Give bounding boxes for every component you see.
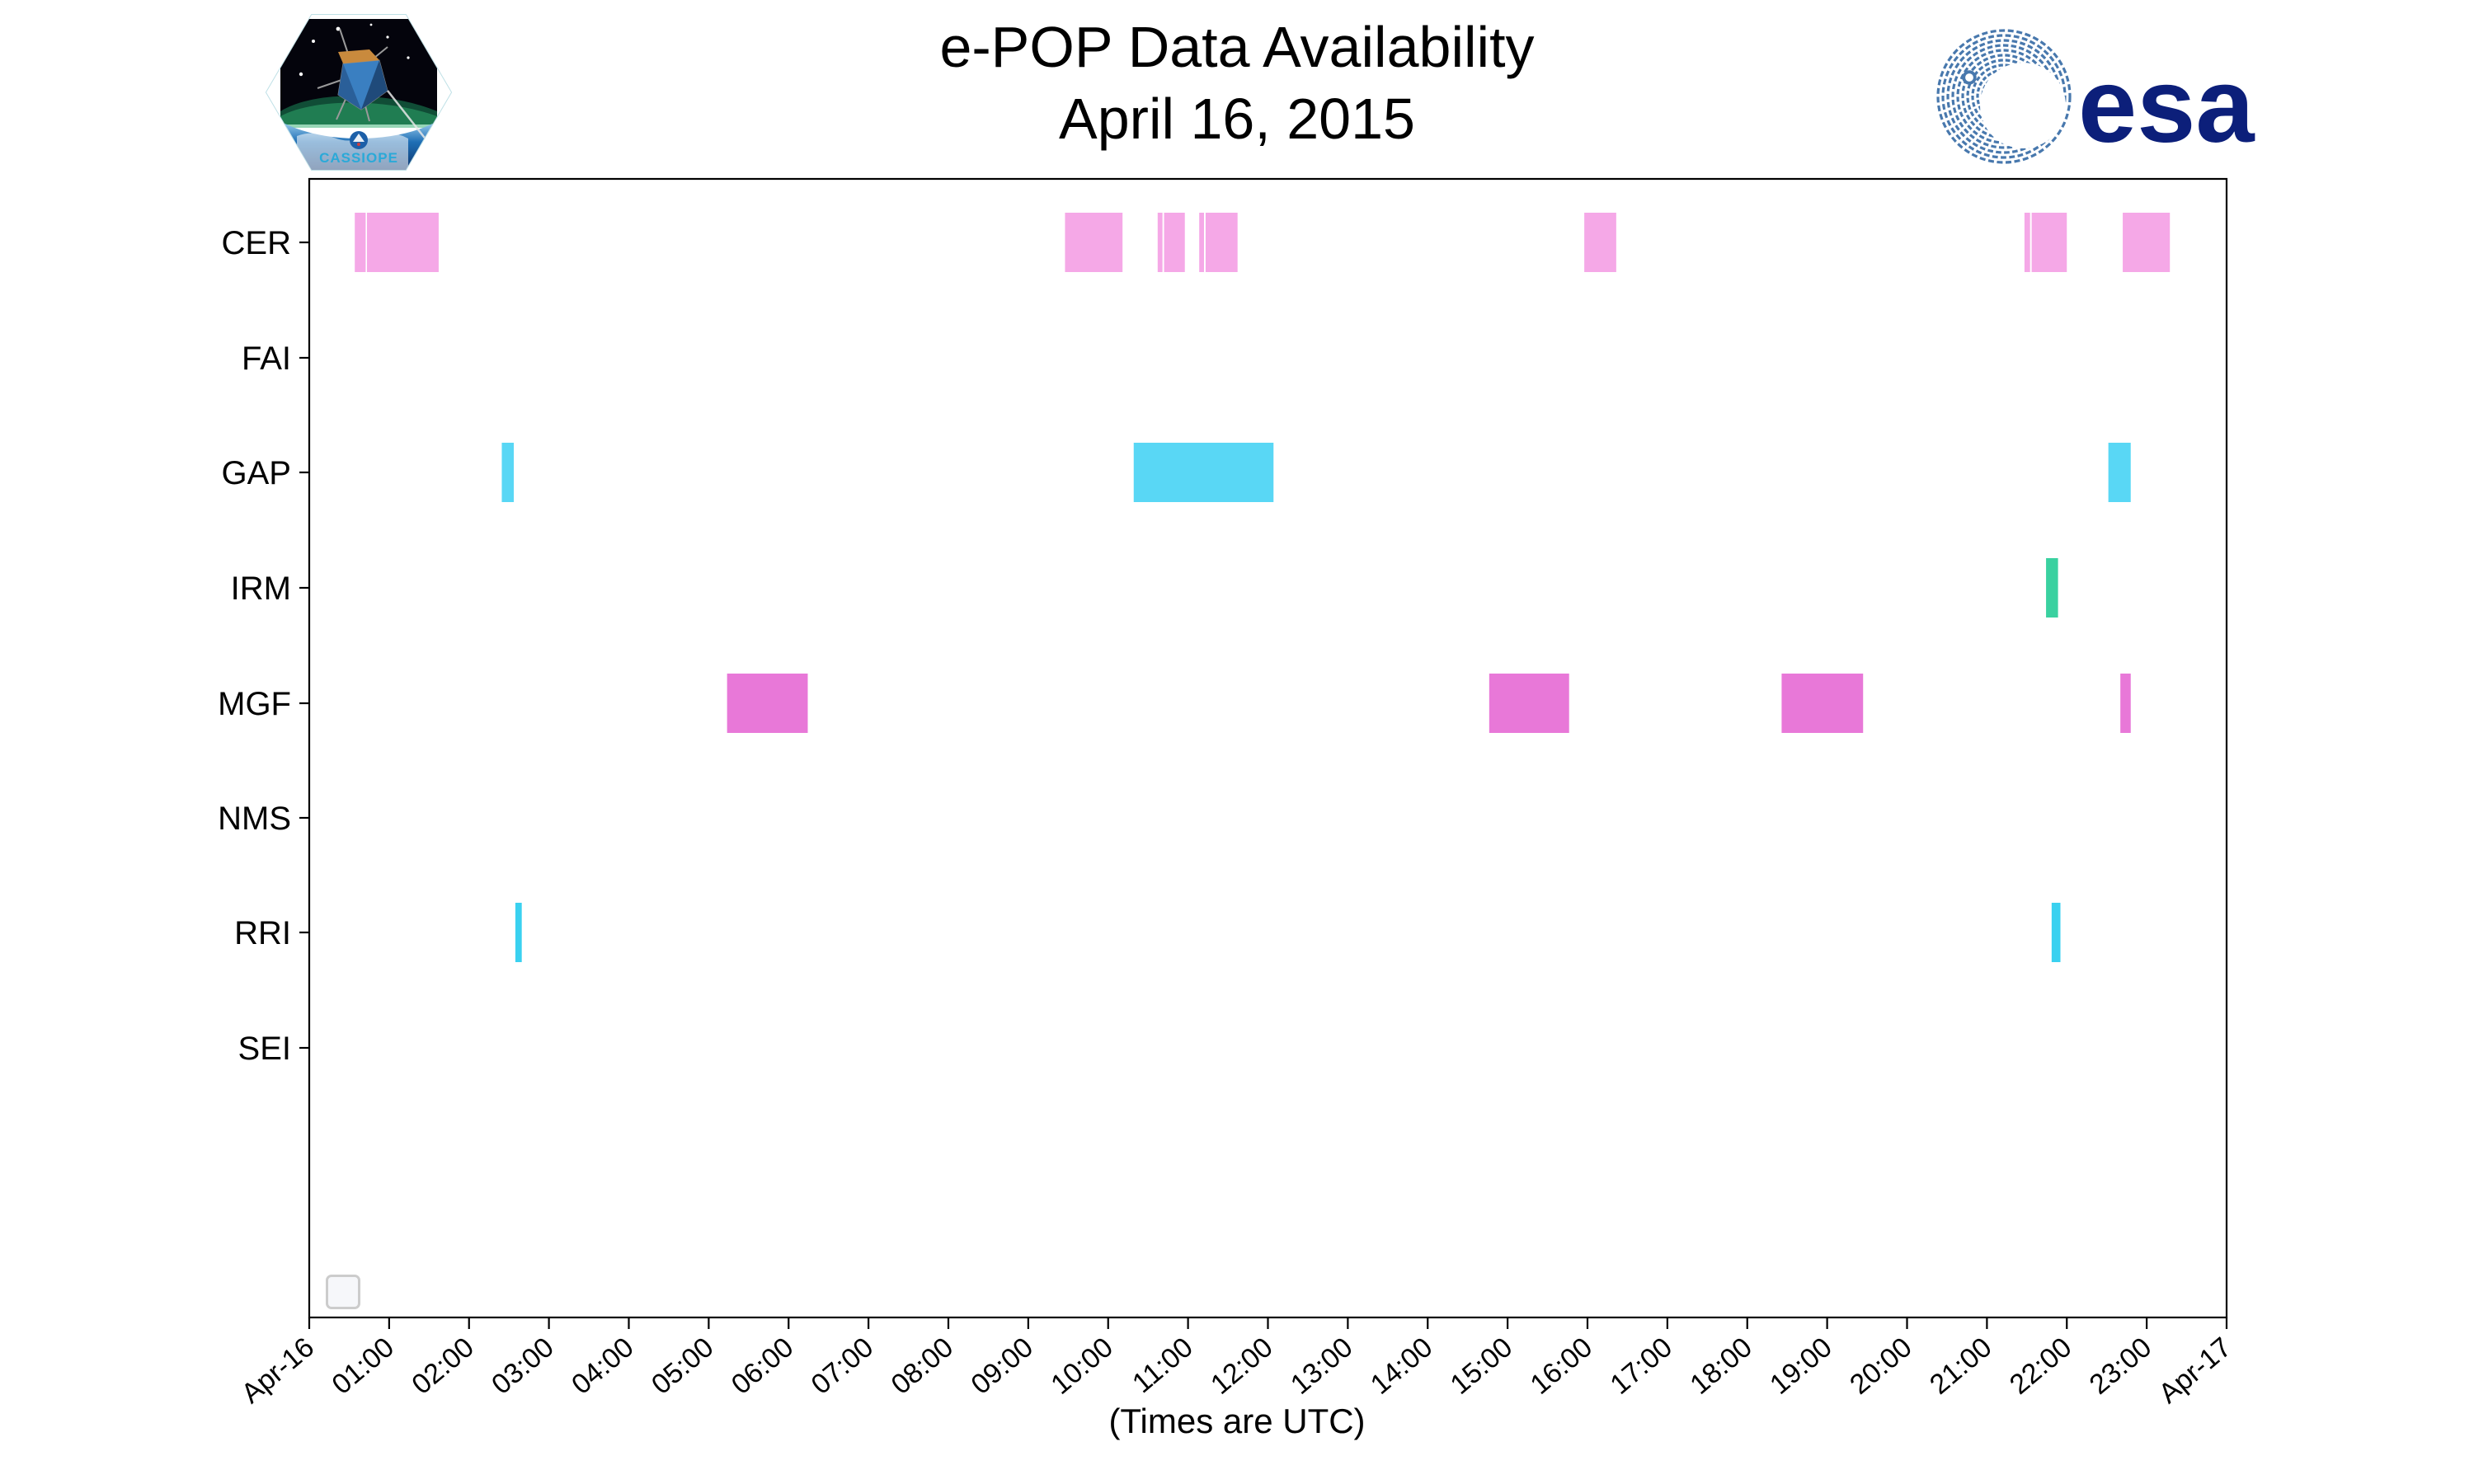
svg-text:14:00: 14:00 <box>1365 1331 1439 1401</box>
svg-text:17:00: 17:00 <box>1604 1331 1678 1401</box>
svg-text:01:00: 01:00 <box>326 1331 400 1401</box>
svg-text:06:00: 06:00 <box>726 1331 800 1401</box>
svg-text:21:00: 21:00 <box>1924 1331 1998 1401</box>
svg-text:10:00: 10:00 <box>1045 1331 1119 1401</box>
svg-text:RRI: RRI <box>234 915 291 951</box>
svg-text:SEI: SEI <box>238 1031 291 1067</box>
svg-text:20:00: 20:00 <box>1844 1331 1918 1401</box>
svg-text:IRM: IRM <box>231 571 291 607</box>
svg-text:03:00: 03:00 <box>486 1331 560 1401</box>
svg-text:16:00: 16:00 <box>1525 1331 1599 1401</box>
svg-text:NMS: NMS <box>218 801 291 837</box>
svg-text:23:00: 23:00 <box>2084 1331 2158 1401</box>
svg-text:MGF: MGF <box>218 686 291 722</box>
svg-text:09:00: 09:00 <box>965 1331 1039 1401</box>
svg-text:FAI: FAI <box>242 340 291 377</box>
svg-text:Apr-17: Apr-17 <box>2153 1331 2238 1410</box>
svg-text:07:00: 07:00 <box>806 1331 880 1401</box>
svg-text:12:00: 12:00 <box>1205 1331 1279 1401</box>
svg-text:Apr-16: Apr-16 <box>236 1331 321 1410</box>
svg-text:04:00: 04:00 <box>566 1331 640 1401</box>
svg-text:CER: CER <box>222 225 291 261</box>
svg-text:05:00: 05:00 <box>646 1331 720 1401</box>
svg-text:GAP: GAP <box>222 455 291 491</box>
svg-text:19:00: 19:00 <box>1764 1331 1838 1401</box>
svg-text:22:00: 22:00 <box>2004 1331 2078 1401</box>
svg-text:15:00: 15:00 <box>1445 1331 1519 1401</box>
svg-text:18:00: 18:00 <box>1684 1331 1758 1401</box>
svg-text:02:00: 02:00 <box>406 1331 480 1401</box>
svg-text:08:00: 08:00 <box>886 1331 960 1401</box>
svg-text:13:00: 13:00 <box>1285 1331 1359 1401</box>
svg-text:11:00: 11:00 <box>1126 1331 1199 1399</box>
